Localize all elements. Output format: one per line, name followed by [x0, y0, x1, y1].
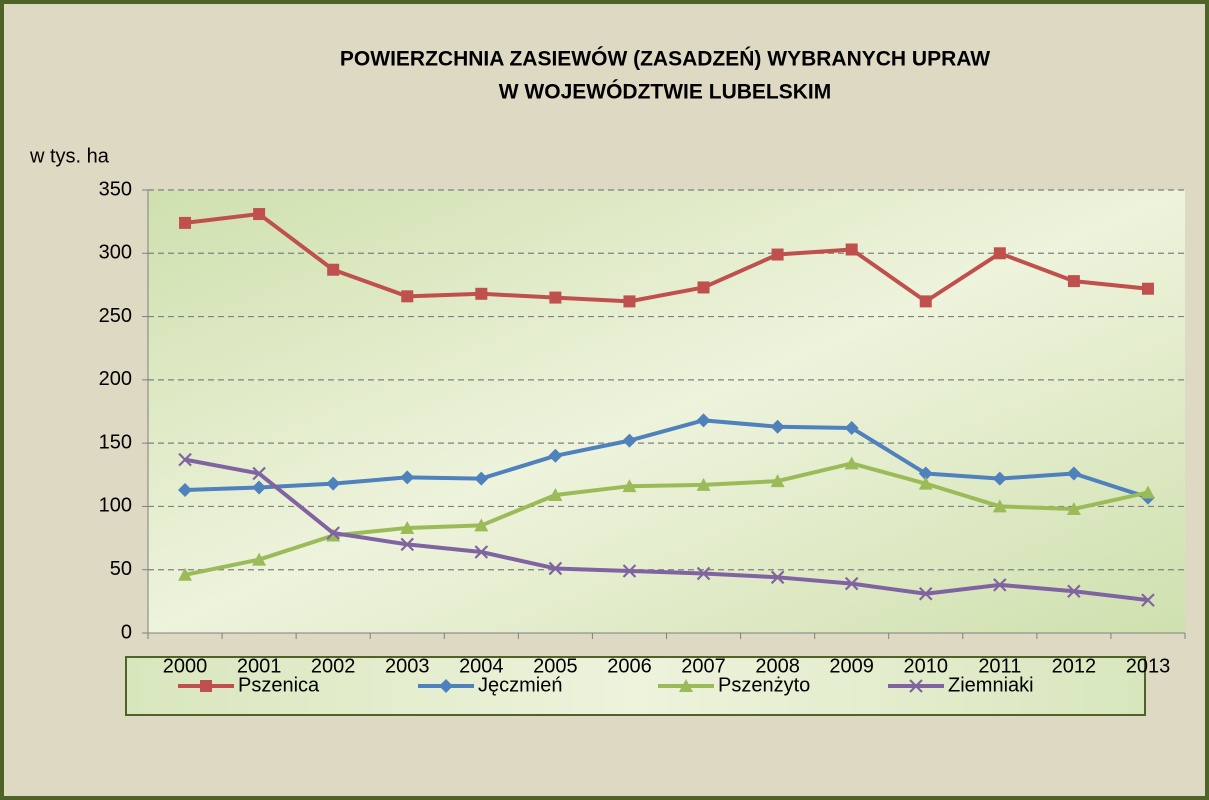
marker	[253, 208, 266, 221]
x-tick-label: 2009	[829, 655, 874, 677]
marker	[622, 433, 637, 448]
marker	[178, 452, 192, 467]
y-tick-label: 150	[99, 431, 132, 453]
marker	[845, 243, 858, 256]
marker	[770, 474, 785, 488]
marker	[252, 466, 266, 481]
marker	[696, 413, 711, 428]
marker	[1066, 466, 1081, 481]
marker	[474, 518, 489, 532]
marker	[400, 470, 415, 485]
marker	[909, 679, 923, 693]
x-tick-label: 2002	[311, 655, 356, 677]
x-tick-label: 2006	[607, 655, 652, 677]
marker	[252, 552, 267, 566]
marker	[919, 295, 932, 308]
marker	[918, 466, 933, 481]
x-tick-label: 2007	[681, 655, 726, 677]
y-tick-label: 200	[99, 368, 132, 390]
marker	[623, 295, 636, 308]
legend	[125, 656, 1146, 716]
marker	[401, 290, 414, 303]
y-tick-label: 300	[99, 242, 132, 264]
marker	[1067, 275, 1080, 288]
marker	[993, 578, 1007, 592]
marker	[400, 537, 415, 552]
marker	[992, 471, 1007, 486]
x-tick-label: 2001	[237, 655, 282, 677]
marker	[548, 561, 563, 576]
marker	[770, 419, 785, 434]
marker	[993, 247, 1006, 260]
y-tick-label: 350	[99, 178, 132, 200]
marker	[549, 291, 562, 304]
x-tick-label: 2010	[904, 655, 949, 677]
marker	[918, 476, 933, 490]
series-line	[184, 457, 1149, 603]
marker	[252, 480, 267, 495]
marker	[622, 564, 637, 578]
marker	[696, 566, 711, 581]
marker	[548, 488, 563, 502]
x-tick-label: 2012	[1052, 655, 1097, 677]
marker	[548, 448, 563, 463]
x-tick-label: 2008	[755, 655, 800, 677]
marker	[1140, 485, 1155, 499]
marker	[696, 477, 711, 491]
marker	[439, 679, 453, 693]
plot-area	[148, 190, 1185, 633]
marker	[844, 456, 859, 470]
y-tick-label: 250	[99, 305, 132, 327]
series-line	[184, 418, 1149, 500]
marker	[992, 499, 1007, 513]
y-axis-label: w tys. ha	[29, 145, 110, 167]
marker	[200, 680, 212, 692]
marker	[474, 545, 489, 559]
marker	[844, 576, 859, 591]
x-tick-label: 2004	[459, 655, 504, 677]
marker	[326, 526, 340, 540]
marker	[400, 520, 415, 534]
marker	[179, 216, 192, 229]
marker	[622, 479, 637, 493]
x-tick-label: 2003	[385, 655, 430, 677]
marker	[326, 476, 341, 491]
marker	[918, 586, 933, 601]
legend-label: Jęczmień	[478, 674, 562, 696]
marker	[178, 482, 193, 497]
series-line	[184, 212, 1149, 304]
marker	[475, 287, 488, 300]
y-tick-label: 50	[110, 558, 132, 580]
marker	[1141, 282, 1154, 295]
marker	[679, 679, 693, 692]
y-tick-label: 100	[99, 495, 132, 517]
legend-label: Pszenżyto	[718, 674, 810, 696]
chart-title: POWIERZCHNIA ZASIEWÓW (ZASADZEŃ) WYBRANY…	[340, 47, 990, 71]
legend-label: Pszenica	[238, 674, 320, 696]
marker	[1141, 593, 1155, 607]
marker	[844, 420, 859, 435]
marker	[770, 570, 785, 585]
marker	[1066, 501, 1081, 515]
x-tick-label: 2000	[163, 655, 208, 677]
chart-title: W WOJEWÓDZTWIE LUBELSKIM	[499, 80, 831, 104]
marker	[178, 567, 193, 581]
y-tick-label: 0	[121, 621, 132, 643]
marker	[327, 263, 340, 276]
marker	[697, 281, 710, 294]
marker	[326, 528, 341, 542]
marker	[771, 248, 784, 261]
x-tick-label: 2005	[533, 655, 578, 677]
x-tick-label: 2011	[978, 655, 1021, 677]
legend-label: Ziemniaki	[948, 674, 1034, 696]
marker	[1067, 584, 1081, 599]
marker	[474, 471, 489, 486]
x-tick-label: 2013	[1126, 655, 1171, 677]
